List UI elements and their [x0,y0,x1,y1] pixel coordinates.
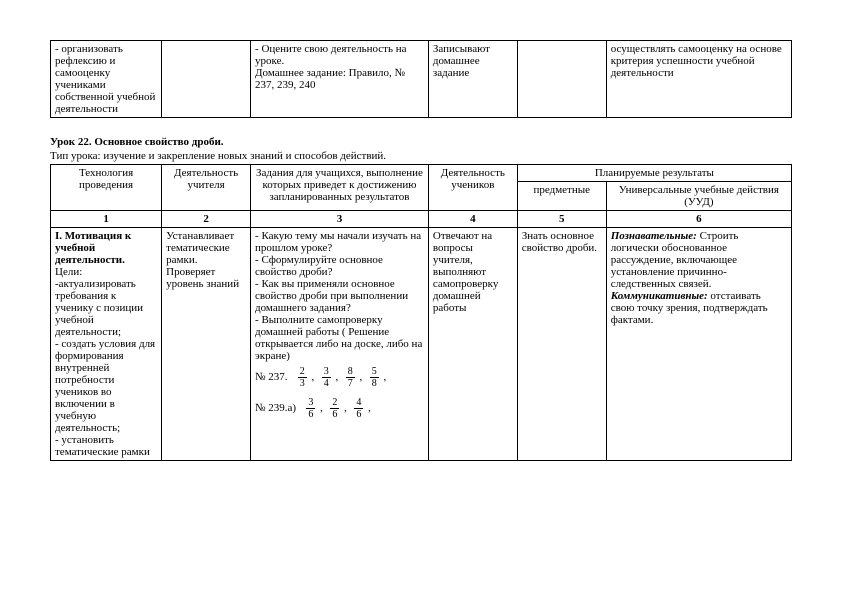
r1-c4: Отвечают на вопросы учителя, выполняют с… [428,228,517,461]
r1-c6-k-label: Коммуникативные: [611,290,708,302]
top-c3: - Оцените свою деятельность на уроке.Дом… [251,41,429,118]
fraction: 46 [354,397,363,420]
fraction: 58 [370,366,379,389]
top-fragment-table: - организовать рефлексию и самооценку уч… [50,40,792,118]
num-1: 1 [51,211,162,228]
fraction: 36 [306,397,315,420]
lesson-table: Технология проведения Деятельность учите… [50,164,792,461]
top-c5 [517,41,606,118]
top-c1: - организовать рефлексию и самооценку уч… [51,41,162,118]
r1-c5: Знать основное свойство дроби. [517,228,606,461]
top-c6: осуществлять самооценку на основе критер… [606,41,791,118]
top-c2 [162,41,251,118]
r1-c1-head: I. Мотивация к учебной деятельности. [55,230,131,266]
exercise-239a: № 239.а) 36 , 26 , 46 , [255,397,424,420]
hdr-tasks: Задания для учащихся, выполнение которых… [251,165,429,211]
fraction: 87 [346,366,355,389]
fraction: 34 [322,366,331,389]
num-6: 6 [606,211,791,228]
lesson-type: Тип урока: изучение и закрепление новых … [50,150,792,162]
fraction: 26 [330,397,339,420]
hdr-results: Планируемые результаты [517,165,791,182]
r1-c6-p-label: Познавательные: [611,230,697,242]
lesson-title: Урок 22. Основное свойство дроби. [50,136,792,148]
r1-c3: - Какую тему мы начали изучать на прошло… [251,228,429,461]
r1-c3-text: - Какую тему мы начали изучать на прошло… [255,230,422,362]
r1-c6: Познавательные: Строить логически обосно… [606,228,791,461]
num-4: 4 [428,211,517,228]
num-3: 3 [251,211,429,228]
exercise-237: № 237. 23 , 34 , 87 , 58 , [255,366,424,389]
hdr-teacher: Деятельность учителя [162,165,251,211]
r1-c2: Устанавливает тематические рамки. Провер… [162,228,251,461]
hdr-uud: Универсальные учебные действия (УУД) [606,182,791,211]
hdr-tech: Технология проведения [51,165,162,211]
ex237-label: № 237. [255,371,288,383]
r1-c1-body: Цели:-актуализировать требования к учени… [55,266,155,458]
fraction: 23 [298,366,307,389]
ex239a-label: № 239.а) [255,402,296,414]
r1-c1: I. Мотивация к учебной деятельности. Цел… [51,228,162,461]
num-2: 2 [162,211,251,228]
num-5: 5 [517,211,606,228]
hdr-subject: предметные [517,182,606,211]
hdr-students: Деятельность учеников [428,165,517,211]
top-c4: Записывают домашнее задание [428,41,517,118]
